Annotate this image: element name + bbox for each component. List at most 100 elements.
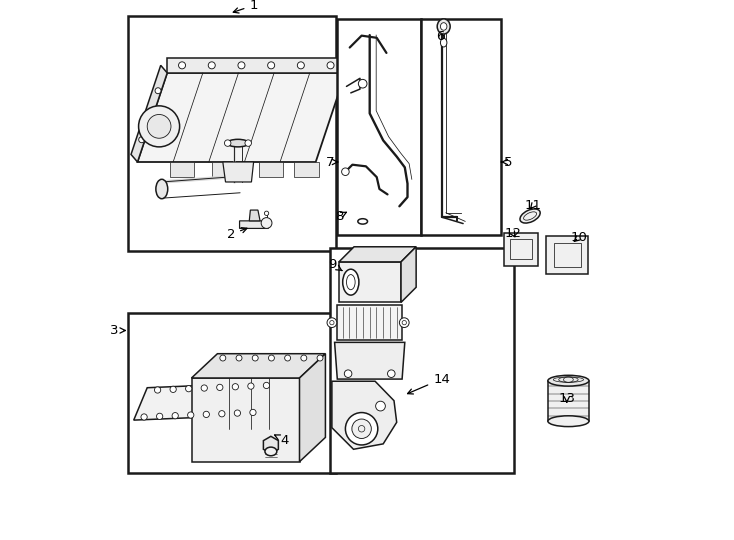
Circle shape: [301, 355, 307, 361]
Circle shape: [154, 387, 161, 393]
Circle shape: [327, 62, 334, 69]
Circle shape: [219, 410, 225, 417]
Bar: [510, 239, 531, 259]
Circle shape: [399, 318, 409, 327]
Ellipse shape: [343, 269, 359, 295]
Polygon shape: [192, 378, 299, 462]
Ellipse shape: [357, 219, 368, 224]
Polygon shape: [335, 342, 404, 379]
Circle shape: [156, 413, 163, 420]
Ellipse shape: [548, 416, 589, 427]
Circle shape: [317, 355, 323, 361]
Bar: [554, 243, 581, 267]
Text: 4: 4: [275, 434, 289, 447]
Circle shape: [236, 355, 242, 361]
Ellipse shape: [156, 179, 168, 199]
Bar: [504, 233, 538, 266]
Circle shape: [358, 79, 367, 88]
Circle shape: [208, 62, 215, 69]
Circle shape: [264, 382, 269, 389]
Polygon shape: [167, 58, 346, 73]
Bar: [421, 19, 501, 235]
Polygon shape: [258, 162, 283, 177]
Circle shape: [148, 114, 171, 138]
Circle shape: [155, 87, 161, 94]
Polygon shape: [264, 436, 278, 454]
Polygon shape: [170, 162, 194, 177]
Circle shape: [341, 168, 349, 176]
Ellipse shape: [265, 447, 277, 456]
Polygon shape: [339, 247, 416, 262]
Circle shape: [201, 385, 208, 391]
Circle shape: [376, 401, 385, 411]
Circle shape: [186, 386, 192, 392]
Ellipse shape: [440, 38, 447, 47]
Circle shape: [172, 413, 178, 419]
Ellipse shape: [440, 23, 447, 30]
Circle shape: [297, 62, 305, 69]
Circle shape: [352, 419, 371, 438]
Circle shape: [170, 386, 176, 393]
Text: 10: 10: [570, 231, 587, 244]
Circle shape: [234, 410, 241, 416]
Circle shape: [232, 383, 239, 390]
Circle shape: [261, 218, 272, 228]
Bar: [338, 19, 421, 235]
Text: 5: 5: [501, 156, 513, 168]
Circle shape: [220, 355, 226, 361]
Text: 7: 7: [326, 156, 338, 168]
Bar: [128, 313, 336, 472]
Polygon shape: [250, 210, 260, 221]
Circle shape: [139, 106, 180, 147]
Polygon shape: [338, 305, 402, 340]
Bar: [548, 381, 589, 421]
Circle shape: [141, 414, 148, 420]
Circle shape: [225, 140, 231, 146]
Text: 2: 2: [227, 228, 247, 241]
Text: 9: 9: [328, 258, 342, 271]
Text: 1: 1: [233, 0, 258, 13]
Polygon shape: [239, 221, 271, 228]
Circle shape: [269, 355, 275, 361]
Polygon shape: [212, 162, 236, 177]
Polygon shape: [299, 354, 325, 462]
Circle shape: [188, 412, 194, 418]
Ellipse shape: [437, 19, 450, 34]
Ellipse shape: [548, 375, 589, 386]
Circle shape: [248, 383, 254, 389]
Text: 8: 8: [335, 210, 346, 222]
Ellipse shape: [520, 209, 540, 223]
Polygon shape: [401, 247, 416, 302]
Circle shape: [148, 110, 153, 116]
Circle shape: [238, 62, 245, 69]
Circle shape: [245, 140, 252, 146]
Circle shape: [139, 137, 145, 143]
Text: 14: 14: [407, 373, 450, 394]
Bar: [330, 248, 514, 472]
Bar: [128, 16, 336, 251]
Polygon shape: [332, 381, 396, 449]
Ellipse shape: [227, 139, 249, 147]
Circle shape: [346, 413, 378, 445]
Circle shape: [268, 62, 275, 69]
Circle shape: [285, 355, 291, 361]
Text: 3: 3: [110, 324, 126, 337]
Polygon shape: [223, 162, 254, 182]
Bar: [546, 236, 589, 274]
Circle shape: [327, 318, 337, 327]
Polygon shape: [192, 354, 325, 378]
Circle shape: [178, 62, 186, 69]
Circle shape: [344, 370, 352, 377]
Circle shape: [388, 370, 395, 377]
Circle shape: [250, 409, 256, 416]
Polygon shape: [137, 73, 346, 162]
Circle shape: [252, 355, 258, 361]
Text: 11: 11: [525, 199, 542, 212]
Text: 6: 6: [436, 30, 445, 43]
Polygon shape: [131, 65, 167, 162]
Circle shape: [217, 384, 223, 390]
Text: 12: 12: [504, 227, 521, 240]
Text: 13: 13: [559, 392, 575, 405]
Circle shape: [264, 211, 269, 215]
Polygon shape: [134, 382, 277, 420]
